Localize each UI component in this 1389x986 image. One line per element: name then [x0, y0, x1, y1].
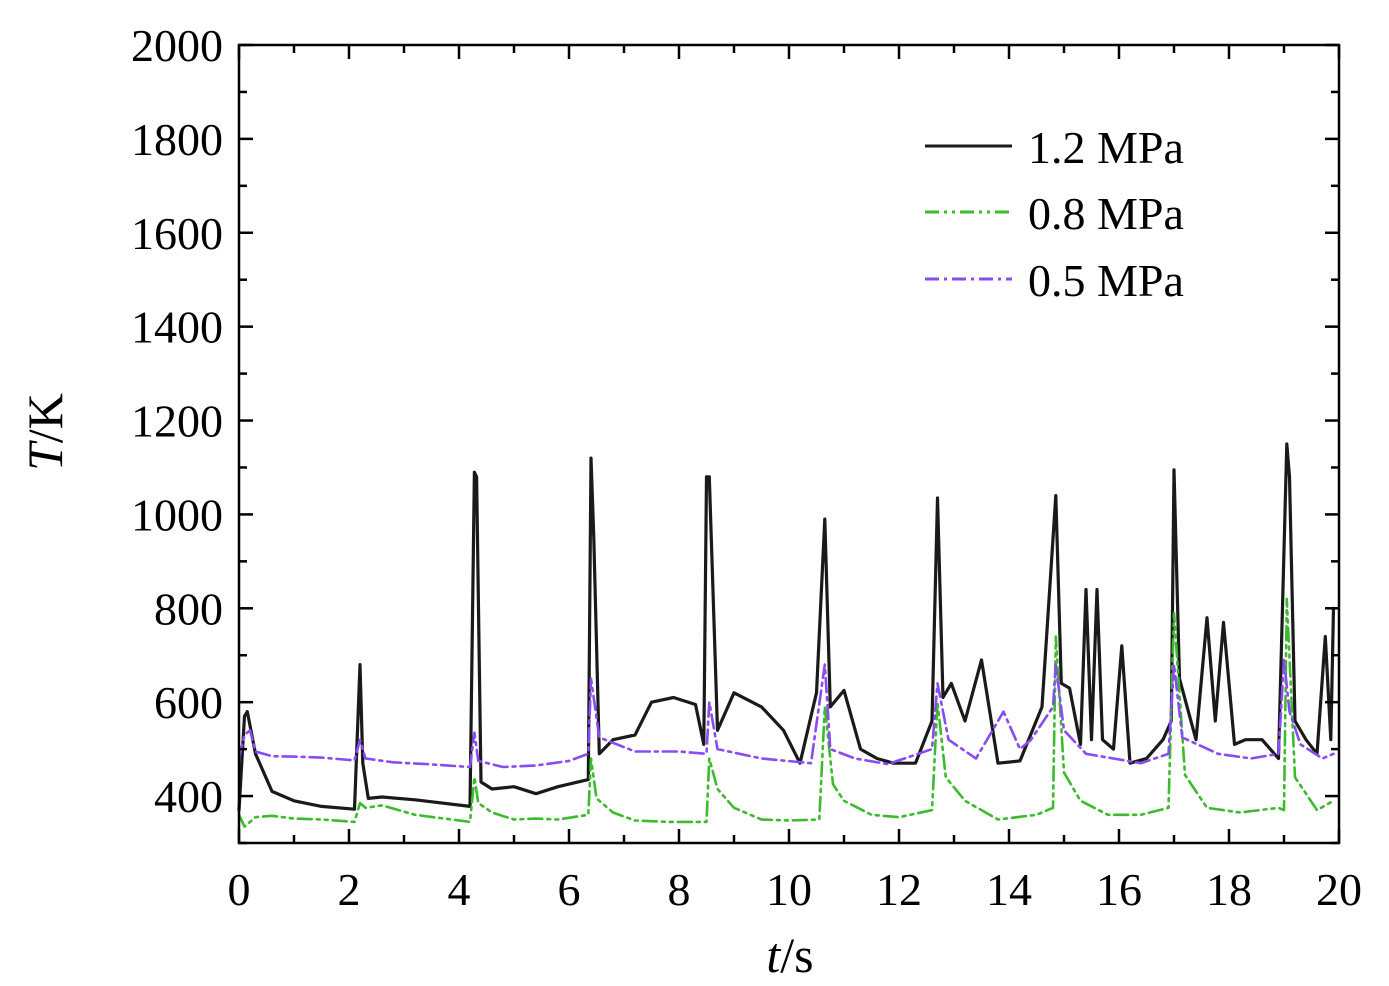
x-tick-label: 20: [1316, 864, 1362, 915]
x-axis-unit: /s: [780, 927, 813, 983]
y-tick-labels: 400 600 800 1000 1200 1400 1600 1800 2000: [131, 20, 223, 822]
y-tick-label: 1000: [131, 489, 223, 540]
y-tick-label: 1200: [131, 396, 223, 447]
x-tick-label: 16: [1096, 864, 1142, 915]
series-line-1-2-mpa: [237, 442, 1336, 812]
x-axis-title: t/s: [766, 927, 813, 983]
x-tick-label: 8: [668, 864, 691, 915]
series-line-0-5-mpa: [237, 658, 1335, 769]
y-axis-var: T: [17, 440, 73, 471]
legend-label-0-8-mpa: 0.8 MPa: [1028, 188, 1184, 239]
y-axis-title: T/K: [17, 393, 73, 471]
x-tick-labels: 0 2 4 6 8 10 12 14 16 18 20: [228, 864, 1363, 915]
series-layer: [237, 442, 1336, 828]
y-tick-label: 1400: [131, 302, 223, 353]
x-tick-label: 6: [558, 864, 581, 915]
x-axis-var: t: [766, 927, 781, 983]
x-tick-label: 10: [766, 864, 812, 915]
y-tick-label: 2000: [131, 20, 223, 71]
y-axis-unit: /K: [17, 393, 73, 443]
series-line-0-8-mpa: [237, 597, 1335, 828]
x-tick-label: 2: [338, 864, 361, 915]
y-tick-label: 1600: [131, 208, 223, 259]
y-tick-label: 800: [154, 583, 223, 634]
x-tick-label: 14: [986, 864, 1032, 915]
x-tick-label: 18: [1206, 864, 1252, 915]
y-tick-label: 1800: [131, 114, 223, 165]
x-tick-label: 12: [876, 864, 922, 915]
legend: 1.2 MPa 0.8 MPa 0.5 MPa: [925, 122, 1184, 306]
y-tick-label: 600: [154, 677, 223, 728]
legend-label-1-2-mpa: 1.2 MPa: [1028, 122, 1184, 173]
legend-label-0-5-mpa: 0.5 MPa: [1028, 255, 1184, 306]
x-tick-label: 4: [448, 864, 471, 915]
tick-marks: [237, 43, 1341, 845]
x-tick-label: 0: [228, 864, 251, 915]
y-tick-label: 400: [154, 771, 223, 822]
